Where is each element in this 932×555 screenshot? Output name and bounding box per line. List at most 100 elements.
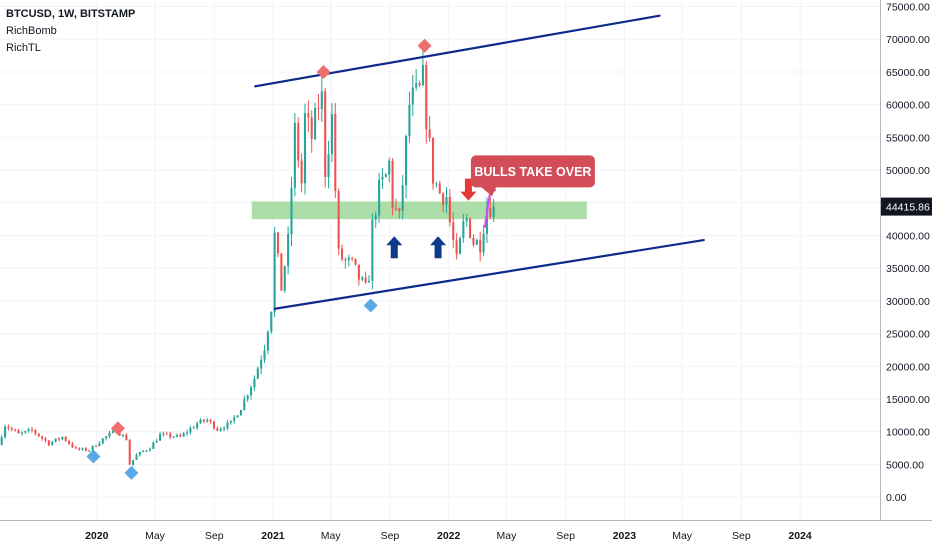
candle-body [51,441,54,446]
candle-body [196,423,199,428]
candle-body [378,179,381,216]
candle-body [20,432,23,434]
candle-body [175,434,178,437]
candle-body [111,430,114,433]
candle-body [485,208,488,234]
candle-body [347,257,350,261]
candle-body [94,445,98,447]
candle-body [327,153,330,177]
candle-body [233,417,236,421]
candle-body [266,331,269,351]
current-price-label: 44415.86 [886,202,930,214]
candle-body [300,160,303,184]
price-tick-label: 25000.00 [886,329,930,341]
candle-body [30,429,34,431]
red-down-arrow [460,178,477,201]
candle-body [226,422,229,429]
candle-body [169,433,172,438]
candle-body [64,436,67,441]
candle-body [192,427,195,429]
candle-body [401,185,404,212]
time-tick-label: 2020 [85,530,109,542]
zones-layer [251,201,587,220]
indicator-richbomb[interactable]: RichBomb [6,25,57,37]
price-tick-label: 65000.00 [886,67,930,79]
candle-body [128,439,131,465]
top-diamond-marker [417,38,432,53]
candle-body [361,277,364,280]
callout-box[interactable] [470,155,595,188]
candle-body [236,415,239,418]
time-tick-label: Sep [556,530,575,542]
candles-layer [0,48,495,467]
candle-body [364,277,367,283]
blue-up-arrow [430,236,447,259]
candle-body [159,434,162,441]
bottom-diamond-marker [363,298,378,313]
lower-channel-line[interactable] [273,238,705,310]
candle-body [4,426,7,438]
candle-body [7,426,10,429]
indicator-richtl[interactable]: RichTL [6,42,41,54]
candle-body [17,430,20,434]
candle-body [132,459,135,465]
candle-body [411,87,414,105]
candle-body [408,104,411,137]
candle-body [135,454,138,460]
candle-body [37,433,40,437]
candle-body [418,83,421,86]
candle-body [199,419,202,424]
candle-body [314,108,317,139]
symbol-title[interactable]: BTCUSD, 1W, BITSTAMP [6,8,136,20]
candle-body [421,64,424,86]
candle-body [492,206,495,217]
candle-body [125,434,128,440]
candle-body [91,445,94,451]
candle-body [148,448,152,451]
candle-body [179,434,182,437]
candle-body [263,350,266,360]
time-tick-label: May [145,530,166,542]
price-tick-label: 40000.00 [886,230,930,242]
candle-body [142,451,145,453]
candle-body [68,440,71,444]
candle-body [317,108,320,110]
price-axis-background[interactable] [880,0,932,550]
candle-body [320,91,323,110]
price-tick-label: 5000.00 [886,459,924,471]
candle-body [371,219,374,281]
candle-body [250,387,253,396]
candle-body [47,440,50,446]
candle-body [41,436,44,439]
time-tick-label: May [672,530,693,542]
candle-body [172,436,175,438]
candle-body [27,429,30,431]
candle-body [293,122,296,188]
support-resistance-zone[interactable] [251,201,587,220]
candle-body [189,428,192,433]
candle-body [121,434,125,436]
candle-body [212,421,216,429]
candle-body [185,432,189,434]
candle-body [152,442,155,449]
candle-body [307,113,310,118]
candle-body [165,433,168,435]
price-tick-label: 50000.00 [886,165,930,177]
time-tick-label: 2024 [788,530,812,542]
candle-body [78,448,81,450]
candle-body [472,237,475,245]
upper-channel-line[interactable] [254,14,661,88]
time-axis-background[interactable] [0,520,932,550]
candle-body [101,438,104,444]
candle-body [84,448,87,451]
candle-body [283,266,286,291]
time-tick-label: Sep [205,530,224,542]
time-tick-label: Sep [381,530,400,542]
candle-body [415,83,418,88]
candle-body [145,450,148,452]
candle-body [223,428,226,430]
candle-body [229,420,232,423]
blue-up-arrow [386,236,403,259]
candle-body [216,428,219,431]
